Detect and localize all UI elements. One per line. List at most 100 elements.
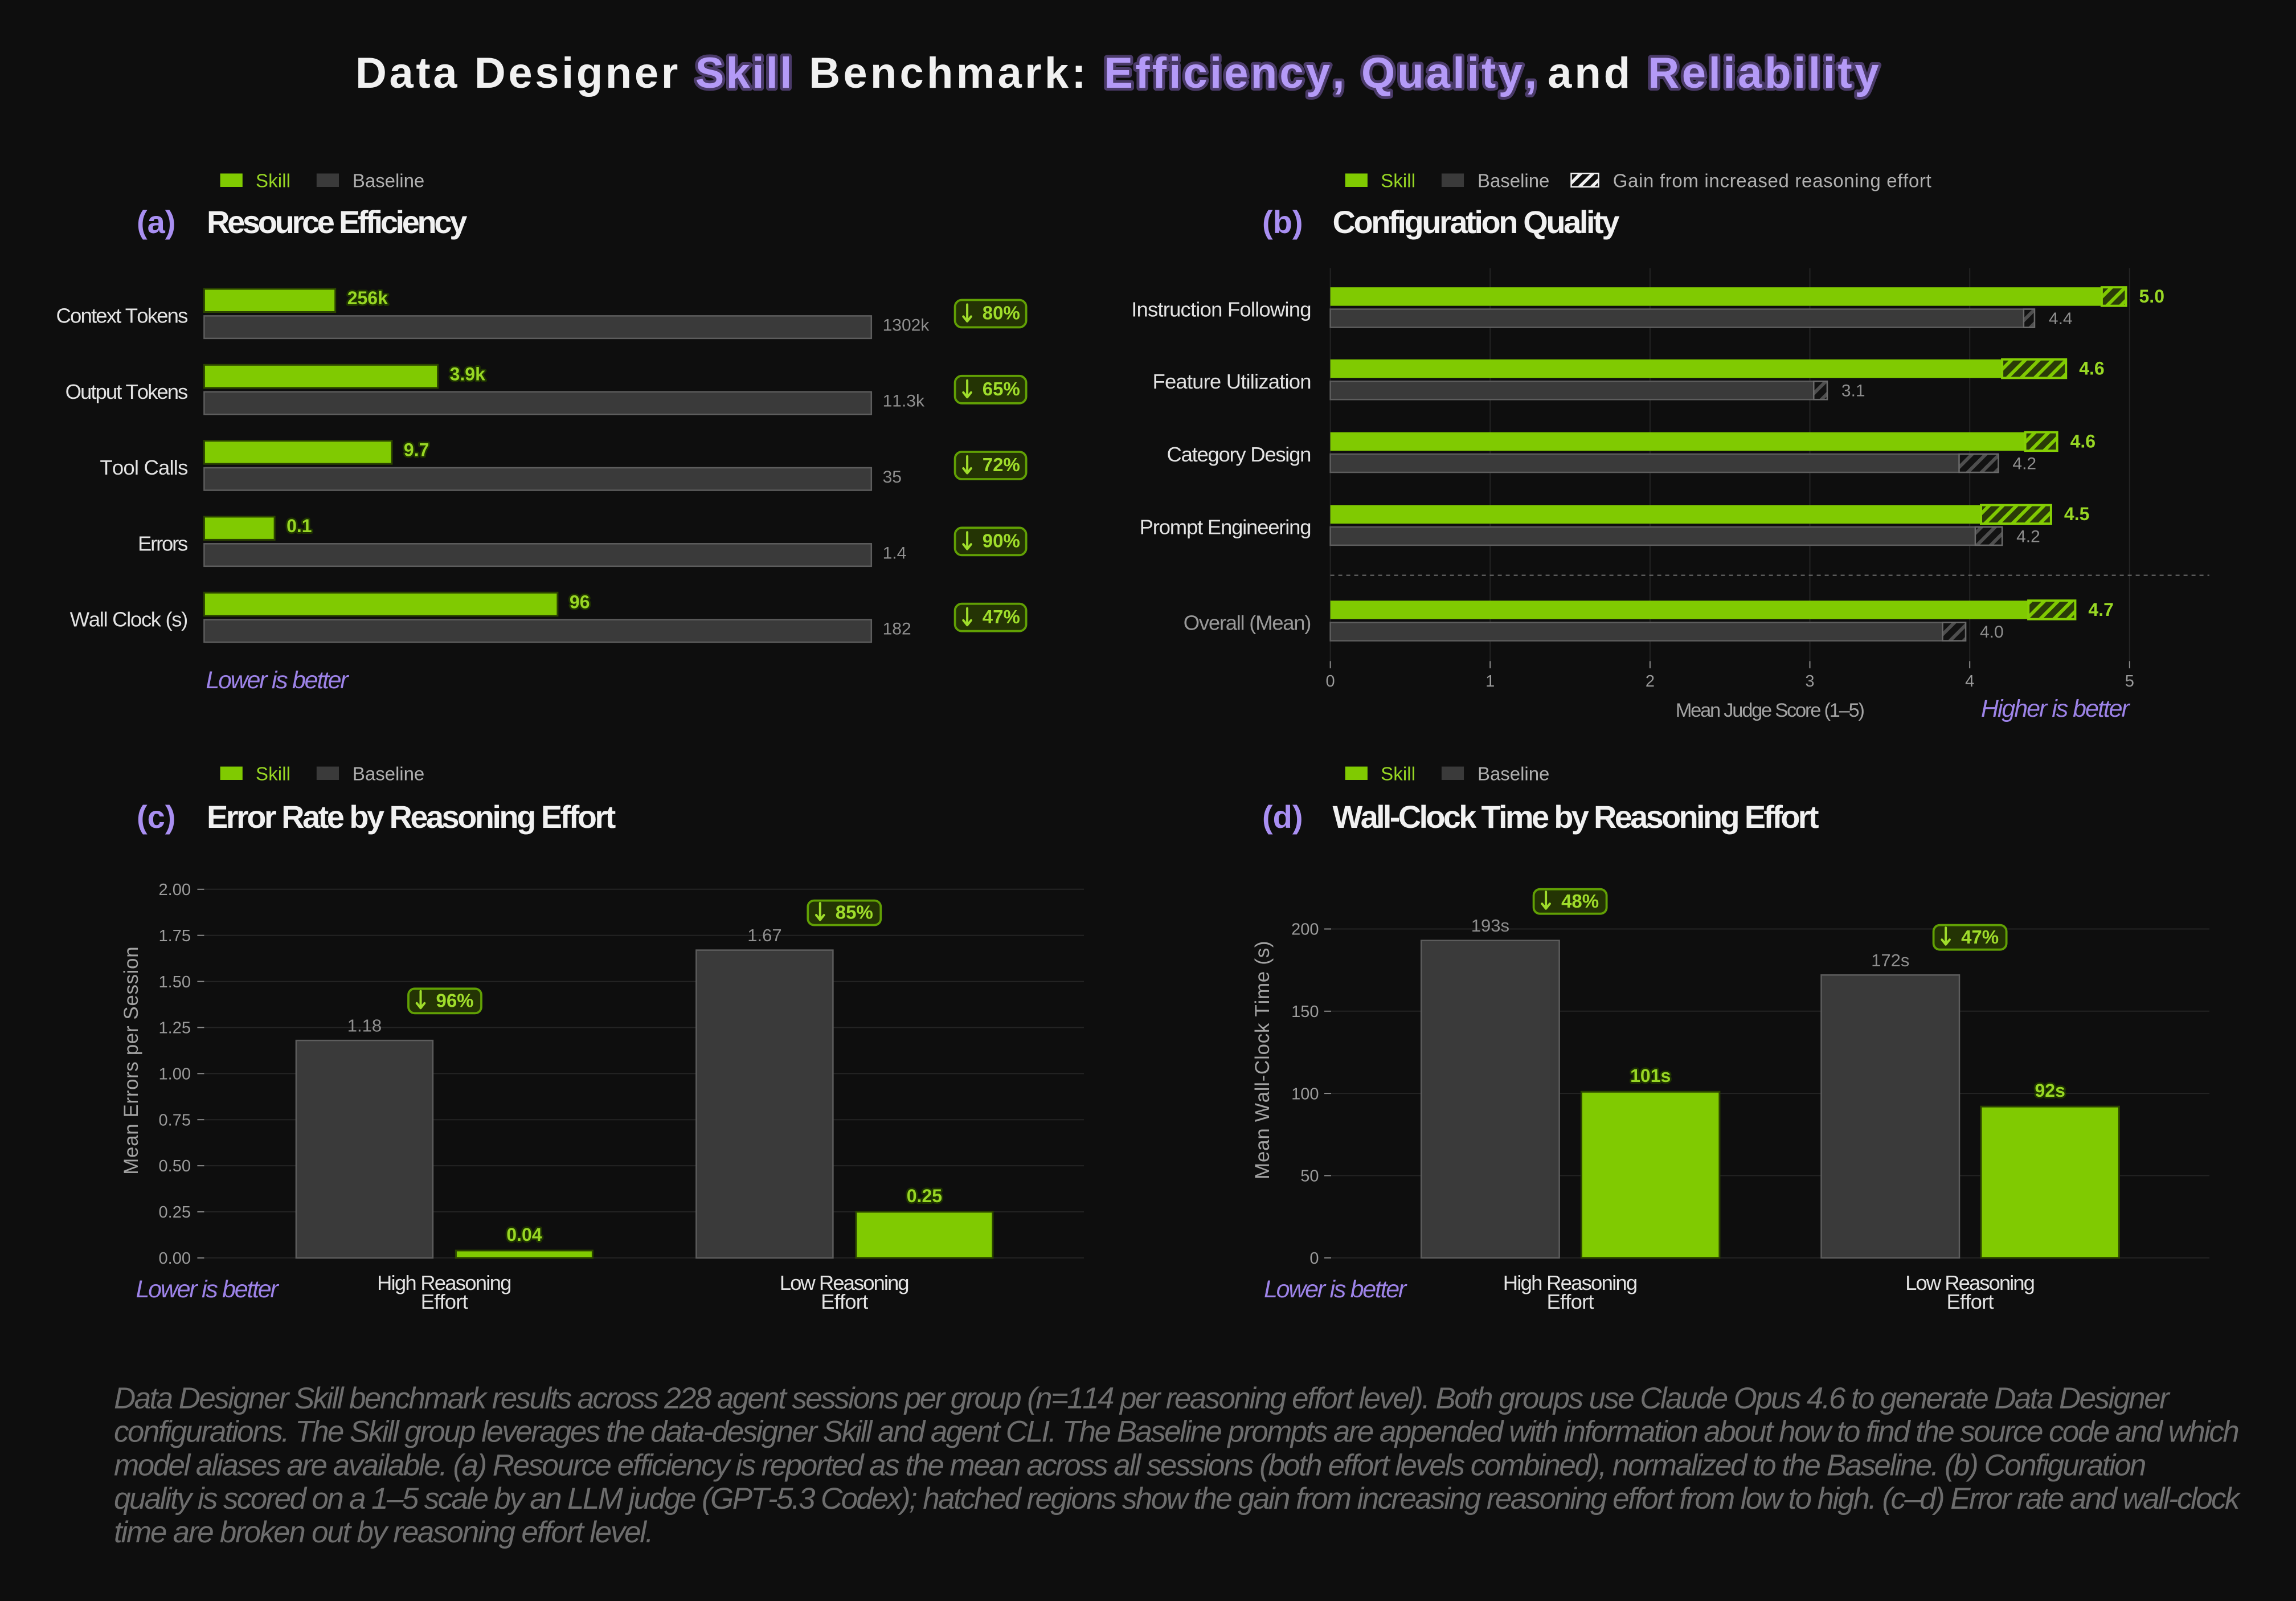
svg-text:quality is scored on a 1–5 sca: quality is scored on a 1–5 scale by an L… [114, 1482, 2241, 1516]
svg-text:172s: 172s [1871, 950, 1909, 970]
svg-text:Reliability: Reliability [1648, 49, 1881, 97]
svg-text:4.7: 4.7 [2088, 599, 2113, 620]
svg-text:4: 4 [1965, 672, 1974, 691]
svg-text:Overall (Mean): Overall (Mean) [1184, 611, 1311, 634]
svg-text:47%: 47% [983, 606, 1020, 627]
svg-text:Low Reasoning: Low Reasoning [1905, 1271, 2034, 1294]
svg-text:182: 182 [883, 620, 911, 639]
svg-text:4.6: 4.6 [2079, 358, 2104, 379]
svg-text:0.04: 0.04 [506, 1224, 542, 1245]
svg-text:Mean Wall-Clock Time (s): Mean Wall-Clock Time (s) [1251, 941, 1274, 1179]
svg-text:11.3k: 11.3k [883, 392, 925, 411]
svg-text:1.00: 1.00 [159, 1065, 191, 1084]
svg-text:Baseline: Baseline [353, 170, 424, 191]
svg-text:Configuration Quality: Configuration Quality [1333, 204, 1620, 240]
svg-text:Errors: Errors [138, 532, 187, 555]
svg-text:1.18: 1.18 [347, 1016, 382, 1036]
svg-text:Lower is better: Lower is better [136, 1276, 280, 1303]
svg-text:256k: 256k [347, 288, 388, 308]
svg-text:2: 2 [1646, 672, 1655, 691]
svg-text:0.25: 0.25 [907, 1186, 942, 1206]
svg-text:101s: 101s [1630, 1065, 1671, 1086]
svg-text:Data Designer: Data Designer [355, 49, 681, 97]
svg-text:1.4: 1.4 [883, 544, 907, 562]
svg-text:Effort: Effort [1946, 1290, 1994, 1313]
svg-text:0.00: 0.00 [159, 1249, 191, 1268]
svg-text:model aliases are available. (: model aliases are available. (a) Resourc… [114, 1448, 2146, 1482]
svg-text:(b): (b) [1262, 204, 1303, 240]
svg-text:1.25: 1.25 [159, 1019, 191, 1038]
svg-text:Skill: Skill [695, 49, 794, 97]
svg-text:4.4: 4.4 [2049, 309, 2073, 328]
svg-text:Prompt Engineering: Prompt Engineering [1140, 516, 1311, 539]
svg-text:2.00: 2.00 [159, 881, 191, 899]
svg-text:3.9k: 3.9k [450, 364, 485, 384]
svg-text:96: 96 [570, 591, 590, 612]
svg-text:Instruction Following: Instruction Following [1131, 297, 1311, 321]
svg-text:80%: 80% [983, 303, 1020, 324]
svg-text:5.0: 5.0 [2139, 286, 2164, 307]
svg-text:9.7: 9.7 [404, 440, 429, 460]
svg-text:High Reasoning: High Reasoning [377, 1271, 511, 1294]
svg-text:Error Rate by Reasoning Effort: Error Rate by Reasoning Effort [207, 799, 616, 835]
svg-text:48%: 48% [1561, 891, 1599, 912]
svg-text:Mean Errors per Session: Mean Errors per Session [120, 946, 142, 1175]
svg-text:(a): (a) [137, 204, 175, 240]
svg-text:47%: 47% [1961, 926, 1999, 947]
svg-text:High Reasoning: High Reasoning [1503, 1271, 1637, 1294]
svg-text:Efficiency, Quality,: Efficiency, Quality, [1104, 49, 1539, 97]
svg-text:1302k: 1302k [883, 316, 930, 334]
svg-text:Feature Utilization: Feature Utilization [1152, 370, 1311, 393]
svg-text:configurations. The Skill grou: configurations. The Skill group leverage… [114, 1415, 2238, 1449]
svg-text:193s: 193s [1471, 916, 1509, 936]
svg-text:Skill: Skill [1381, 763, 1415, 784]
svg-text:3: 3 [1805, 672, 1814, 691]
svg-text:1.75: 1.75 [159, 927, 191, 945]
svg-text:Wall Clock (s): Wall Clock (s) [70, 608, 187, 631]
svg-text:50: 50 [1300, 1167, 1319, 1186]
svg-text:0: 0 [1326, 672, 1335, 691]
svg-text:Effort: Effort [421, 1290, 468, 1313]
svg-text:Output Tokens: Output Tokens [66, 380, 187, 403]
svg-text:1.50: 1.50 [159, 973, 191, 991]
svg-text:Skill: Skill [1381, 170, 1415, 191]
svg-text:time are broken out by reasoni: time are broken out by reasoning effort … [114, 1516, 652, 1549]
svg-text:5: 5 [2125, 672, 2134, 691]
svg-text:Skill: Skill [256, 170, 290, 191]
svg-text:90%: 90% [983, 530, 1020, 552]
svg-text:Tool Calls: Tool Calls [100, 456, 187, 479]
svg-text:Wall-Clock Time by Reasoning E: Wall-Clock Time by Reasoning Effort [1333, 799, 1819, 835]
svg-text:200: 200 [1291, 921, 1319, 939]
svg-text:1.67: 1.67 [747, 925, 781, 945]
svg-text:0.25: 0.25 [159, 1203, 191, 1222]
svg-text:3.1: 3.1 [1841, 382, 1865, 401]
svg-text:Category Design: Category Design [1167, 443, 1311, 466]
svg-text:4.6: 4.6 [2070, 431, 2096, 451]
svg-text:4.2: 4.2 [2016, 527, 2040, 546]
svg-text:(d): (d) [1262, 799, 1303, 835]
svg-text:Mean Judge Score (1–5): Mean Judge Score (1–5) [1676, 700, 1864, 721]
svg-text:0: 0 [1309, 1249, 1319, 1268]
svg-text:0.1: 0.1 [287, 516, 312, 536]
svg-text:Gain from increased reasoning: Gain from increased reasoning effort [1613, 170, 1932, 191]
svg-text:92s: 92s [2035, 1080, 2065, 1101]
svg-text:Effort: Effort [1546, 1290, 1594, 1313]
svg-text:Lower is better: Lower is better [206, 667, 349, 694]
svg-text:Baseline: Baseline [1478, 763, 1549, 784]
svg-text:Baseline: Baseline [353, 763, 424, 784]
svg-text:(c): (c) [137, 799, 175, 835]
svg-text:Resource Efficiency: Resource Efficiency [207, 204, 467, 240]
svg-text:Effort: Effort [821, 1290, 868, 1313]
svg-text:Higher is better: Higher is better [1981, 695, 2131, 722]
svg-text:Low Reasoning: Low Reasoning [780, 1271, 908, 1294]
svg-text:Context Tokens: Context Tokens [56, 304, 187, 328]
svg-text:1: 1 [1485, 672, 1495, 691]
svg-text:0.75: 0.75 [159, 1111, 191, 1129]
svg-text:Data Designer Skill benchmark: Data Designer Skill benchmark results ac… [114, 1382, 2171, 1415]
svg-text:96%: 96% [436, 990, 473, 1011]
svg-text:35: 35 [883, 468, 902, 487]
svg-text:4.2: 4.2 [2012, 455, 2036, 473]
svg-text:Benchmark:: Benchmark: [809, 49, 1089, 97]
svg-text:65%: 65% [983, 378, 1020, 399]
svg-text:72%: 72% [983, 454, 1020, 475]
